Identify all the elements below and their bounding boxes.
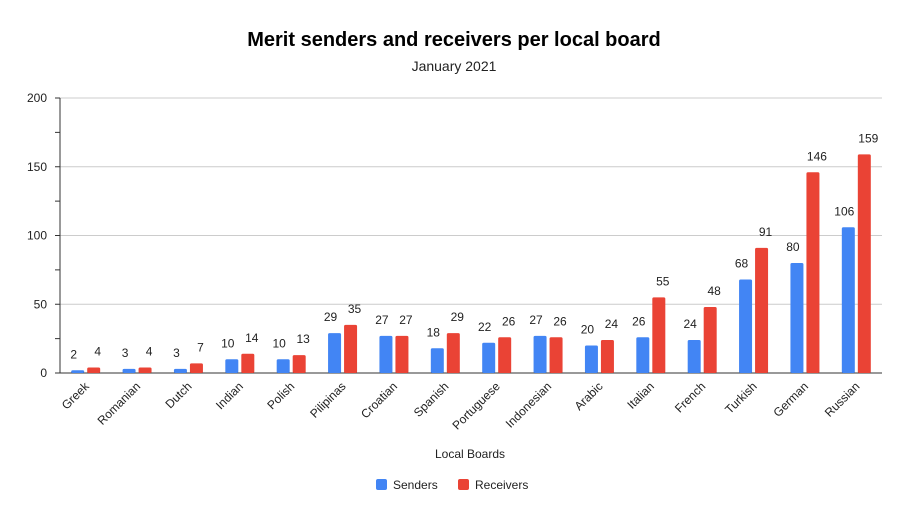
bar-senders (225, 359, 239, 373)
data-label: 27 (375, 313, 389, 327)
chart-subtitle: January 2021 (412, 58, 497, 74)
data-label: 48 (708, 284, 722, 298)
bar-receivers (241, 353, 255, 373)
data-label: 4 (146, 345, 153, 359)
bar-senders (841, 227, 855, 373)
x-tick-label: Turkish (722, 379, 759, 416)
bar-senders (328, 333, 342, 373)
data-label: 18 (427, 325, 441, 339)
x-tick-label: Dutch (162, 379, 194, 411)
bar-receivers (138, 367, 152, 373)
data-label: 29 (451, 310, 465, 324)
bar-senders (173, 368, 187, 373)
data-label: 91 (759, 225, 773, 239)
bars (71, 154, 871, 373)
bar-receivers (806, 172, 820, 373)
bar-receivers (189, 363, 203, 373)
bar-receivers (498, 337, 512, 373)
legend-swatch-senders (376, 479, 387, 490)
data-label: 27 (529, 313, 543, 327)
bar-senders (739, 279, 753, 373)
bar-receivers (703, 307, 717, 373)
bar-receivers (344, 324, 358, 373)
y-tick-label: 0 (40, 366, 47, 380)
legend-label-receivers: Receivers (475, 478, 528, 492)
data-label: 2 (70, 347, 77, 361)
bar-receivers (857, 154, 871, 373)
legend: Senders Receivers (376, 478, 528, 492)
x-tick-label: German (770, 379, 811, 420)
bar-senders (276, 359, 290, 373)
bar-senders (584, 345, 598, 373)
data-label: 27 (399, 313, 413, 327)
y-tick-label: 200 (27, 91, 47, 105)
chart-title: Merit senders and receivers per local bo… (247, 29, 661, 51)
bar-senders (430, 348, 444, 373)
data-label: 3 (173, 346, 180, 360)
data-label: 22 (478, 320, 492, 334)
data-label: 26 (632, 314, 646, 328)
legend-swatch-receivers (458, 479, 469, 490)
data-label: 68 (735, 257, 749, 271)
data-label: 55 (656, 274, 670, 288)
bar-receivers (87, 367, 101, 373)
x-tick-label: Arabic (572, 379, 606, 413)
bar-receivers (755, 247, 769, 373)
bar-receivers (395, 335, 409, 373)
bar-senders (790, 263, 804, 373)
bar-senders (71, 370, 85, 373)
x-tick-labels: Greek Romanian Dutch Indian Polish Pilipinas C… (59, 379, 863, 433)
data-label: 4 (94, 345, 101, 359)
data-label: 146 (807, 149, 827, 163)
y-tick-label: 150 (27, 160, 47, 174)
bar-senders (379, 335, 393, 373)
data-label: 10 (221, 336, 235, 350)
x-tick-label: Pilipinas (307, 379, 349, 421)
data-label: 14 (245, 331, 259, 345)
data-label: 80 (786, 240, 800, 254)
bar-receivers (292, 355, 306, 373)
data-label: 106 (834, 204, 854, 218)
bar-receivers (652, 297, 666, 373)
y-tick-label: 50 (34, 297, 48, 311)
x-tick-label: Russian (822, 379, 863, 420)
x-tick-label: Croatian (358, 379, 400, 421)
bar-senders (533, 335, 547, 373)
data-label: 159 (858, 131, 878, 145)
x-tick-label: Indian (213, 379, 246, 412)
x-axis-title: Local Boards (435, 447, 505, 461)
data-label: 29 (324, 310, 338, 324)
x-tick-label: Portuguese (449, 379, 503, 433)
data-label: 13 (297, 332, 311, 346)
bar-receivers (600, 340, 614, 373)
x-tick-label: Romanian (95, 379, 144, 428)
data-label: 24 (684, 317, 698, 331)
y-tick-label: 100 (27, 229, 47, 243)
x-tick-label: Spanish (411, 379, 452, 420)
bar-senders (636, 337, 650, 373)
data-label: 26 (553, 314, 567, 328)
data-label: 20 (581, 323, 595, 337)
legend-label-senders: Senders (393, 478, 438, 492)
bar-senders (482, 342, 496, 373)
x-tick-label: Greek (59, 379, 93, 413)
x-tick-label: Italian (624, 379, 657, 412)
data-label: 10 (273, 336, 287, 350)
bar-senders (122, 368, 136, 373)
bar-receivers (549, 337, 563, 373)
bar-receivers (446, 333, 460, 373)
data-label: 35 (348, 302, 362, 316)
data-label: 24 (605, 317, 619, 331)
x-tick-label: French (672, 379, 708, 415)
data-label: 7 (197, 340, 204, 354)
x-tick-label: Polish (264, 379, 297, 412)
bar-senders (687, 340, 701, 373)
data-label: 3 (122, 346, 129, 360)
data-label: 26 (502, 314, 516, 328)
x-tick-label: Indonesian (503, 379, 554, 430)
